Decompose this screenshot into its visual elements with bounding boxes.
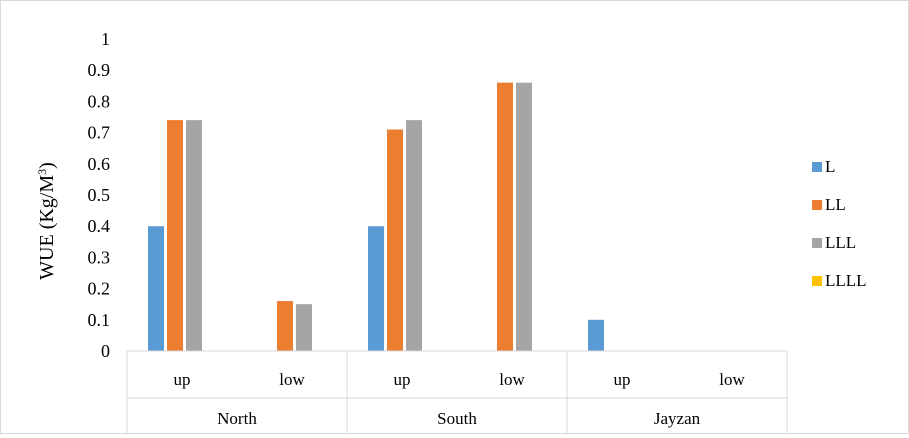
x-tick-label: up	[394, 370, 411, 389]
legend-label: LLLL	[825, 271, 867, 290]
y-tick-label: 0.1	[88, 310, 111, 330]
legend-swatch	[812, 162, 822, 172]
y-tick-label: 0.9	[88, 60, 111, 80]
group-label: North	[217, 409, 257, 428]
bar-LL-3	[497, 82, 513, 352]
bars-layer	[148, 82, 604, 352]
x-tick-label: low	[279, 370, 305, 389]
bar-LL-2	[387, 129, 403, 351]
y-tick-label: 0.3	[88, 247, 111, 267]
legend-label: L	[825, 157, 835, 176]
legend-swatch	[812, 276, 822, 286]
y-tick-label: 0.2	[88, 279, 111, 299]
bar-LL-1	[277, 301, 293, 351]
bar-LLL-1	[296, 304, 312, 351]
group-label: Jayzan	[654, 409, 701, 428]
bar-L-0	[148, 226, 164, 351]
y-axis-ticks: 0 0.1 0.2 0.3 0.4 0.5 0.6 0.7 0.8 0.9 1	[88, 29, 111, 361]
legend-label: LL	[825, 195, 846, 214]
y-tick-label: 0.8	[88, 91, 111, 111]
x-tick-label: up	[614, 370, 631, 389]
x-tick-label: up	[174, 370, 191, 389]
y-tick-label: 0.6	[88, 154, 111, 174]
y-tick-label: 1	[101, 29, 110, 49]
legend-swatch	[812, 238, 822, 248]
bar-LLL-0	[186, 120, 202, 352]
y-axis-title: WUE (Kg/M3)	[35, 162, 58, 280]
y-tick-label: 0.5	[88, 185, 111, 205]
group-label: South	[437, 409, 477, 428]
y-tick-label: 0.7	[88, 123, 111, 143]
bar-L-4	[588, 319, 604, 351]
y-tick-label: 0	[101, 341, 110, 361]
bar-LL-0	[167, 120, 183, 352]
bar-L-2	[368, 226, 384, 351]
bar-LLL-3	[516, 82, 532, 352]
x-axis: up low up low up low North South Jayzan	[126, 350, 788, 433]
bar-LLL-2	[406, 120, 422, 352]
x-tick-label: low	[719, 370, 745, 389]
legend-label: LLL	[825, 233, 856, 252]
y-tick-label: 0.4	[88, 216, 111, 236]
x-tick-label: low	[499, 370, 525, 389]
legend-swatch	[812, 200, 822, 210]
